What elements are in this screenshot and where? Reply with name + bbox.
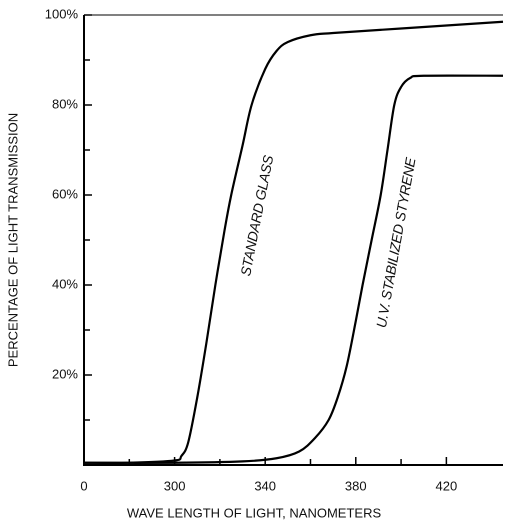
x-axis-title: WAVE LENGTH OF LIGHT, NANOMETERS — [127, 505, 382, 520]
axes — [83, 15, 503, 466]
y-tick-label: 100% — [45, 6, 79, 21]
x-tick-label: 300 — [164, 478, 186, 493]
annotation: STANDARD GLASS — [237, 153, 276, 277]
x-tick-label: 340 — [254, 478, 276, 493]
x-tick-label: 0 — [80, 478, 87, 493]
y-tick-label: 60% — [52, 186, 78, 201]
y-axis-title: PERCENTAGE OF LIGHT TRANSMISSION — [5, 113, 20, 367]
y-tick-label: 20% — [52, 366, 78, 381]
y-tick-label: 40% — [52, 276, 78, 291]
line — [83, 20, 504, 465]
line — [83, 74, 504, 464]
x-tick-label: 380 — [345, 478, 367, 493]
y-tick-label: 80% — [52, 96, 78, 111]
annotation: U.V. STABILIZED STYRENE — [373, 156, 419, 329]
x-tick-label: 420 — [436, 478, 458, 493]
